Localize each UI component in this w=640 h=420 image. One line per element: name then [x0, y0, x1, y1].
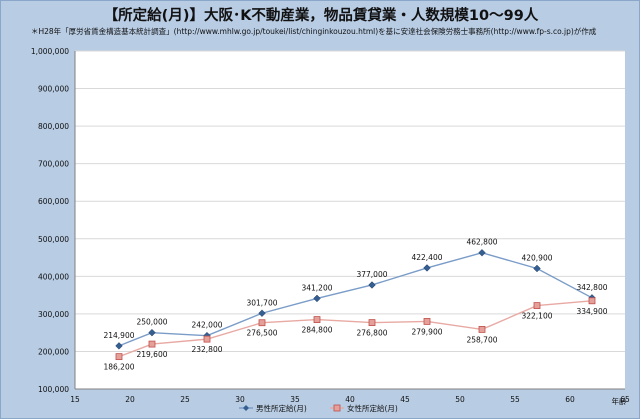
x-tick-label: 30 [235, 395, 245, 404]
y-tick-label: 600,000 [38, 197, 69, 206]
male-point [478, 248, 486, 257]
female-point [258, 319, 266, 327]
male-data-label: 242,000 [191, 321, 222, 330]
female-data-label: 186,200 [103, 363, 134, 372]
female-point [533, 302, 541, 309]
female-data-label: 276,800 [356, 329, 387, 338]
y-tick-label: 200,000 [38, 347, 69, 356]
legend-label-male: 男性所定給(月) [256, 403, 307, 413]
y-tick-label: 800,000 [38, 122, 69, 131]
series-line [118, 300, 593, 358]
female-point [148, 340, 156, 348]
x-tick-label: 50 [455, 395, 465, 404]
y-tick-label: 700,000 [38, 160, 69, 169]
male-data-label: 377,000 [356, 270, 387, 279]
male-data-label: 462,800 [466, 238, 497, 247]
male-data-label: 420,900 [521, 253, 552, 262]
female-data-label: 232,800 [191, 345, 222, 354]
x-tick-label: 40 [345, 395, 355, 404]
y-tick-label: 100,000 [38, 385, 69, 394]
female-point [203, 335, 211, 343]
female-point [368, 319, 376, 327]
female-data-label: 279,900 [411, 327, 442, 336]
series-line [118, 252, 593, 347]
y-tick-label: 500,000 [38, 235, 69, 244]
y-tick-label: 400,000 [38, 272, 69, 281]
x-tick-label: 55 [510, 395, 520, 404]
source-note: ＊H28年「厚労省賃金構造基本統計調査」(http://www.mhlw.go.… [31, 27, 597, 36]
male-point [148, 328, 156, 337]
x-tick-label: 35 [290, 395, 300, 404]
male-data-label: 250,000 [136, 318, 167, 327]
female-point [115, 353, 123, 361]
x-axis-title: 年齢 [612, 396, 627, 406]
male-point [368, 281, 376, 289]
legend-marker-male [243, 405, 249, 411]
male-data-label: 214,900 [103, 331, 134, 340]
female-point [478, 325, 486, 333]
female-point [588, 297, 596, 305]
legend-marker-female [333, 404, 341, 412]
female-data-label: 258,700 [466, 335, 497, 344]
female-data-label: 284,800 [301, 326, 332, 335]
male-point [423, 264, 431, 272]
plot-area [75, 51, 625, 389]
x-tick-label: 15 [70, 395, 80, 404]
male-point [313, 294, 321, 303]
male-data-label: 341,200 [301, 283, 332, 292]
y-tick-label: 1,000,000 [31, 47, 69, 56]
chart-title: 【所定給(月)】大阪･K不動産業，物品賃貸業・人数規模10～99人 [103, 8, 539, 24]
x-tick-label: 20 [125, 395, 135, 404]
male-data-label: 422,400 [411, 253, 442, 262]
male-point [533, 264, 541, 273]
female-point [423, 318, 431, 325]
y-tick-label: 300,000 [38, 310, 69, 319]
male-point [115, 342, 123, 350]
male-data-label: 301,700 [246, 298, 277, 307]
x-tick-label: 60 [565, 395, 575, 404]
x-tick-label: 25 [180, 395, 190, 404]
female-data-label: 334,900 [576, 307, 607, 316]
female-data-label: 322,100 [521, 312, 552, 321]
male-data-label: 342,800 [576, 283, 607, 292]
male-point [258, 309, 266, 318]
female-data-label: 276,500 [246, 329, 277, 338]
x-tick-label: 45 [400, 395, 410, 404]
x-tick-label: 65 [620, 395, 630, 404]
female-point [313, 316, 321, 323]
y-tick-label: 900,000 [38, 85, 69, 94]
female-data-label: 219,600 [136, 350, 167, 359]
legend-label-female: 女性所定給(月) [347, 403, 398, 413]
